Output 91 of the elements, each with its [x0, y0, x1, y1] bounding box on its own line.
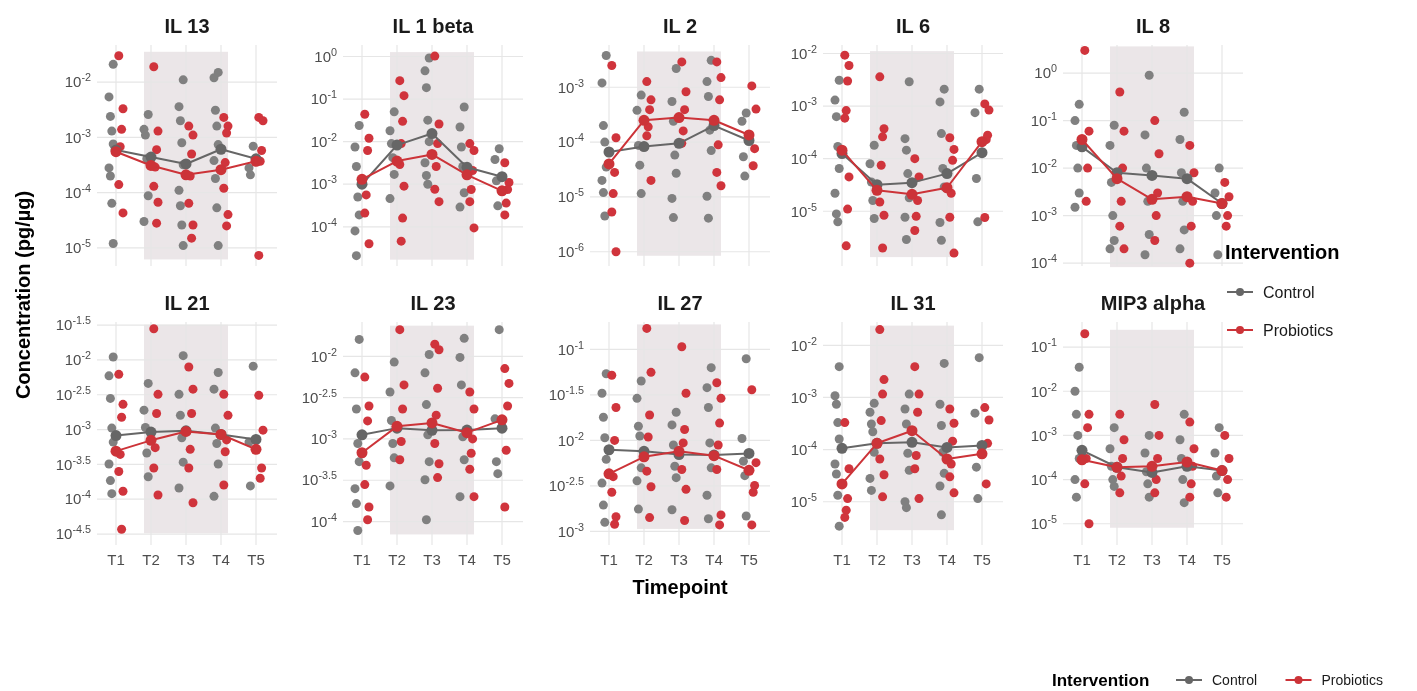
legend-title: Intervention [1225, 241, 1340, 263]
y-tick-label: 10$^{-2}$ [790, 42, 817, 62]
x-tick-label: T4 [212, 551, 230, 568]
x-tick-label: T1 [1073, 551, 1091, 568]
x-tick-label: T1 [833, 551, 851, 568]
y-tick-label: 10$^{-3}$ [64, 126, 91, 146]
y-tick-label: 10$^{-2.5}$ [548, 475, 584, 495]
y-tick-label: 10$^{-3}$ [790, 386, 817, 406]
y-tick-label: 10$^{-1}$ [557, 338, 584, 358]
y-tick-label: 10$^{-4}$ [557, 131, 584, 151]
x-tick-label: T1 [353, 551, 371, 568]
y-tick-label: 10$^{-3.5}$ [55, 453, 91, 473]
y-tick-label: 10$^{-2}$ [790, 334, 817, 354]
x-tick-label: T5 [973, 551, 991, 568]
chart-title: IL 2 [662, 15, 698, 37]
x-tick-label: T4 [938, 551, 956, 568]
x-tick-label: T2 [1108, 551, 1126, 568]
chart-title: IL 27 [657, 292, 703, 314]
x-tick-label: T3 [177, 551, 195, 568]
y-tick-label: 10$^{-2}$ [64, 349, 91, 369]
y-tick-label: 10$^{-1}$ [1030, 336, 1057, 356]
legend-label: Control [1212, 671, 1258, 688]
y-tick-label: 10$^{-2}$ [1030, 380, 1057, 400]
y-tick-label: 10$^{-4}$ [1030, 468, 1057, 488]
y-tick-label: 10$^{-5}$ [790, 200, 817, 220]
y-axis-title: Concentration (pg/µg) [12, 190, 34, 400]
y-tick-label: 10$^{0}$ [1034, 62, 1057, 82]
y-tick-label: 10$^{-2}$ [557, 429, 584, 449]
x-tick-label: T3 [423, 551, 441, 568]
x-tick-label: T2 [635, 551, 653, 568]
x-tick-label: T3 [903, 551, 921, 568]
y-tick-label: 10$^{-3}$ [790, 95, 817, 115]
y-tick-label: 10$^{-5}$ [1030, 512, 1057, 532]
y-tick-label: 10$^{-2}$ [1030, 157, 1057, 177]
y-tick-label: 10$^{-2}$ [310, 130, 337, 150]
x-tick-label: T4 [458, 551, 476, 568]
x-tick-label: T3 [670, 551, 688, 568]
y-tick-label: 10$^{-3}$ [64, 418, 91, 438]
chart-title: IL 31 [890, 292, 936, 314]
x-tick-label: T5 [740, 551, 758, 568]
x-tick-label: T2 [868, 551, 886, 568]
y-tick-label: 10$^{-2.5}$ [301, 386, 337, 406]
y-tick-label: 10$^{-5}$ [790, 490, 817, 510]
y-tick-label: 10$^{-3}$ [310, 173, 337, 193]
x-tick-label: T5 [247, 551, 265, 568]
x-tick-label: T1 [107, 551, 125, 568]
chart-title: IL 23 [410, 292, 456, 314]
y-tick-label: 10$^{-4}$ [790, 438, 817, 458]
chart-title: IL 8 [1135, 15, 1171, 37]
y-tick-label: 10$^{-1}$ [1030, 109, 1057, 129]
y-tick-label: 10$^{-3}$ [1030, 204, 1057, 224]
y-tick-label: 10$^{-3}$ [310, 428, 337, 448]
y-tick-label: 10$^{-2}$ [64, 71, 91, 91]
y-tick-label: 10$^{-4}$ [1030, 252, 1057, 272]
y-tick-label: 10$^{-4}$ [310, 216, 337, 236]
legend-title: Intervention [1052, 670, 1150, 690]
y-tick-label: 10$^{-2}$ [310, 345, 337, 365]
y-tick-label: 10$^{-1.5}$ [548, 384, 584, 404]
chart-title: IL 6 [895, 15, 931, 37]
x-tick-label: T2 [142, 551, 160, 568]
x-tick-label: T3 [1143, 551, 1161, 568]
y-tick-label: 10$^{-6}$ [557, 241, 584, 261]
chart-title: IL 13 [164, 15, 210, 37]
y-tick-label: 10$^{0}$ [314, 45, 337, 65]
y-tick-label: 10$^{-4}$ [310, 510, 337, 530]
y-tick-label: 10$^{-3}$ [1030, 424, 1057, 444]
y-tick-label: 10$^{-4}$ [790, 147, 817, 167]
x-tick-label: T4 [1178, 551, 1196, 568]
y-tick-label: 10$^{-3}$ [557, 76, 584, 96]
chart-title: MIP3 alpha [1100, 292, 1207, 314]
x-tick-label: T2 [388, 551, 406, 568]
legend-label: Probiotics [1321, 671, 1383, 688]
legend-label: Control [1263, 283, 1315, 301]
x-tick-label: T5 [493, 551, 511, 568]
y-tick-label: 10$^{-1.5}$ [55, 314, 91, 334]
legend-label: Probiotics [1263, 321, 1334, 339]
x-tick-label: T4 [705, 551, 723, 568]
y-tick-label: 10$^{-1}$ [310, 88, 337, 108]
chart-title: IL 21 [164, 292, 210, 314]
y-tick-label: 10$^{-2.5}$ [55, 383, 91, 403]
chart-title: IL 1 beta [392, 15, 475, 37]
y-tick-label: 10$^{-4}$ [64, 181, 91, 201]
y-tick-label: 10$^{-3}$ [557, 520, 584, 540]
x-tick-label: T5 [1213, 551, 1231, 568]
x-axis-title: Timepoint [632, 576, 728, 598]
y-tick-label: 10$^{-5}$ [64, 237, 91, 257]
y-tick-label: 10$^{-4}$ [64, 488, 91, 508]
y-tick-label: 10$^{-5}$ [557, 186, 584, 206]
y-tick-label: 10$^{-3.5}$ [301, 469, 337, 489]
x-tick-label: T1 [600, 551, 618, 568]
y-tick-label: 10$^{-4.5}$ [55, 523, 91, 543]
